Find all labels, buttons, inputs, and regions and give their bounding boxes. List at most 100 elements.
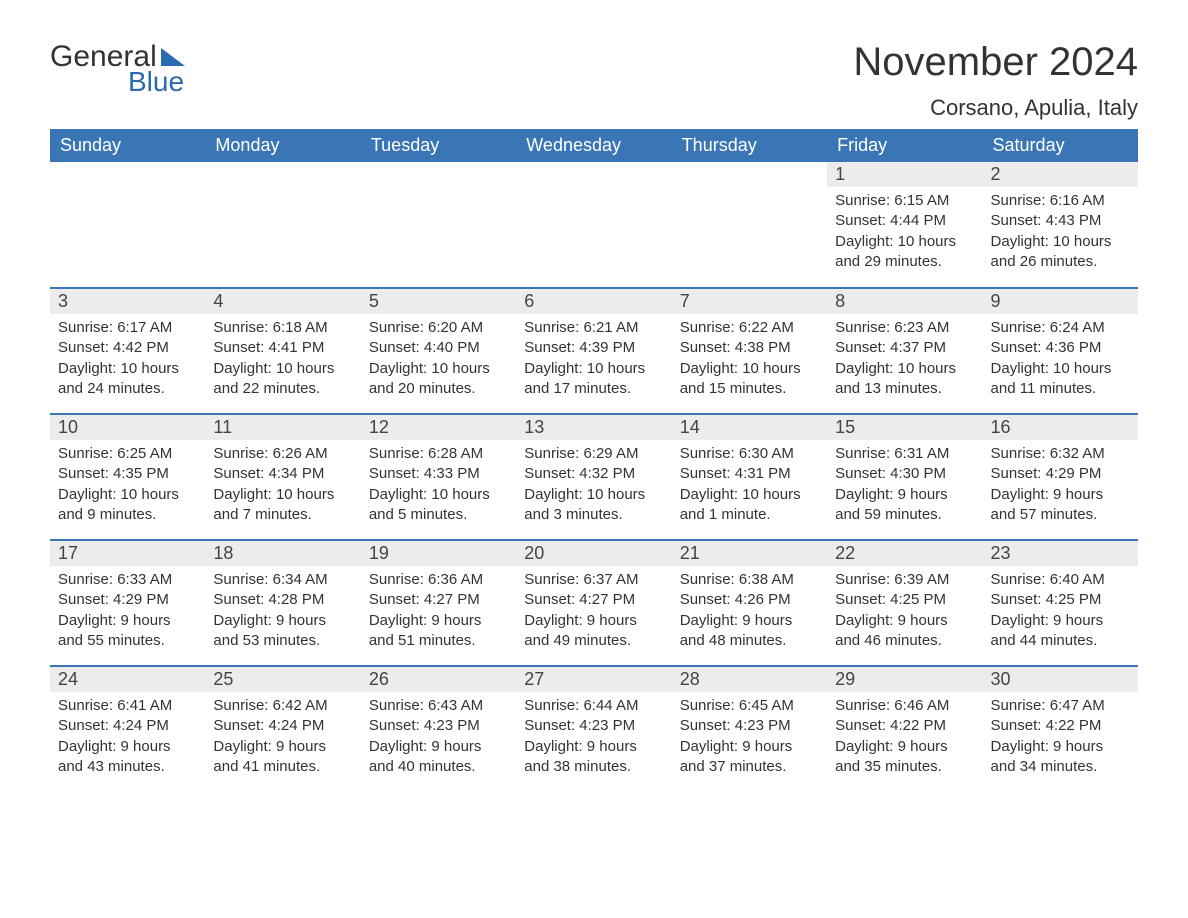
day-number: 5 [361, 289, 516, 314]
daylight-line: Daylight: 9 hours and 43 minutes. [58, 738, 171, 775]
day-details: Sunrise: 6:41 AMSunset: 4:24 PMDaylight:… [50, 692, 205, 785]
day-number: 13 [516, 415, 671, 440]
calendar-day-cell: 29Sunrise: 6:46 AMSunset: 4:22 PMDayligh… [827, 666, 982, 792]
day-details: Sunrise: 6:23 AMSunset: 4:37 PMDaylight:… [827, 314, 982, 407]
sunset-line: Sunset: 4:26 PM [680, 591, 791, 608]
daylight-line: Daylight: 9 hours and 37 minutes. [680, 738, 793, 775]
day-number: 14 [672, 415, 827, 440]
sunrise-line: Sunrise: 6:34 AM [213, 571, 327, 588]
daylight-line: Daylight: 10 hours and 5 minutes. [369, 486, 490, 523]
sunrise-line: Sunrise: 6:41 AM [58, 697, 172, 714]
day-details: Sunrise: 6:16 AMSunset: 4:43 PMDaylight:… [983, 187, 1138, 280]
sunrise-line: Sunrise: 6:20 AM [369, 319, 483, 336]
calendar-day-cell: 7Sunrise: 6:22 AMSunset: 4:38 PMDaylight… [672, 288, 827, 414]
calendar-week-row: 17Sunrise: 6:33 AMSunset: 4:29 PMDayligh… [50, 540, 1138, 666]
sunrise-line: Sunrise: 6:16 AM [991, 192, 1105, 209]
sunrise-line: Sunrise: 6:33 AM [58, 571, 172, 588]
sunrise-line: Sunrise: 6:43 AM [369, 697, 483, 714]
day-details: Sunrise: 6:45 AMSunset: 4:23 PMDaylight:… [672, 692, 827, 785]
calendar-day-cell: 22Sunrise: 6:39 AMSunset: 4:25 PMDayligh… [827, 540, 982, 666]
logo-triangle-icon [161, 48, 185, 66]
calendar-day-cell: 14Sunrise: 6:30 AMSunset: 4:31 PMDayligh… [672, 414, 827, 540]
day-details: Sunrise: 6:38 AM Sunset: 4:26 PM Daylight:… [672, 566, 827, 659]
calendar-day-cell: 18Sunrise: 6:34 AMSunset: 4:28 PMDayligh… [205, 540, 360, 666]
day-header: Friday [827, 129, 982, 162]
day-number: 9 [983, 289, 1138, 314]
day-details: Sunrise: 6:30 AMSunset: 4:31 PMDaylight:… [672, 440, 827, 533]
sunset-line: Sunset: 4:42 PM [58, 339, 169, 356]
calendar-week-row: 24Sunrise: 6:41 AMSunset: 4:24 PMDayligh… [50, 666, 1138, 792]
calendar-day-cell: 24Sunrise: 6:41 AMSunset: 4:24 PMDayligh… [50, 666, 205, 792]
day-number: 2 [983, 162, 1138, 187]
sunset-line: Sunset: 4:27 PM [524, 591, 635, 608]
day-number: 4 [205, 289, 360, 314]
day-details: Sunrise: 6:24 AM Sunset: 4:36 PM Daylight:… [983, 314, 1138, 407]
calendar-day-cell: 4Sunrise: 6:18 AMSunset: 4:41 PMDaylight… [205, 288, 360, 414]
day-details: Sunrise: 6:32 AMSunset: 4:29 PMDaylight:… [983, 440, 1138, 533]
sunset-line: Sunset: 4:36 PM [991, 339, 1102, 356]
calendar-day-cell: 27Sunrise: 6:44 AMSunset: 4:23 PMDayligh… [516, 666, 671, 792]
day-details: Sunrise: 6:40 AMSunset: 4:25 PMDaylight:… [983, 566, 1138, 659]
day-number: 16 [983, 415, 1138, 440]
day-details: Sunrise: 6:26 AMSunset: 4:34 PMDaylight:… [205, 440, 360, 533]
sunset-line: Sunset: 4:23 PM [524, 717, 635, 734]
daylight-line: Daylight: 9 hours and 51 minutes. [369, 612, 482, 649]
daylight-line: Daylight: 10 hours and 11 minutes. [991, 360, 1112, 397]
day-number: 27 [516, 667, 671, 692]
sunset-line: Sunset: 4:25 PM [835, 591, 946, 608]
sunset-line: Sunset: 4:37 PM [835, 339, 946, 356]
sunrise-line: Sunrise: 6:31 AM [835, 445, 949, 462]
day-header: Thursday [672, 129, 827, 162]
sunset-line: Sunset: 4:27 PM [369, 591, 480, 608]
day-number: 8 [827, 289, 982, 314]
sunset-line: Sunset: 4:31 PM [680, 465, 791, 482]
day-details: Sunrise: 6:33 AMSunset: 4:29 PMDaylight:… [50, 566, 205, 659]
sunset-line: Sunset: 4:29 PM [991, 465, 1102, 482]
daylight-line: Daylight: 9 hours and 55 minutes. [58, 612, 171, 649]
day-number: 28 [672, 667, 827, 692]
sunrise-line: Sunrise: 6:44 AM [524, 697, 638, 714]
daylight-line: Daylight: 9 hours and 57 minutes. [991, 486, 1104, 523]
day-number: 15 [827, 415, 982, 440]
day-number: 21 [672, 541, 827, 566]
day-details: Sunrise: 6:39 AMSunset: 4:25 PMDaylight:… [827, 566, 982, 659]
daylight-line: Daylight: 9 hours and 34 minutes. [991, 738, 1104, 775]
sunset-line: Sunset: 4:43 PM [991, 212, 1102, 229]
day-header: Tuesday [361, 129, 516, 162]
daylight-line: Daylight: 10 hours and 17 minutes. [524, 360, 645, 397]
sunset-line: Sunset: 4:23 PM [680, 717, 791, 734]
calendar-day-cell: 30Sunrise: 6:47 AMSunset: 4:22 PMDayligh… [983, 666, 1138, 792]
sunrise-line: Sunrise: 6:29 AM [524, 445, 638, 462]
daylight-line: Daylight: 10 hours and 7 minutes. [213, 486, 334, 523]
daylight-line: Daylight: 10 hours and 20 minutes. [369, 360, 490, 397]
sunrise-line: Sunrise: 6:17 AM [58, 319, 172, 336]
calendar-day-cell: 17Sunrise: 6:33 AMSunset: 4:29 PMDayligh… [50, 540, 205, 666]
calendar-table: Sunday Monday Tuesday Wednesday Thursday… [50, 129, 1138, 792]
sunset-line: Sunset: 4:35 PM [58, 465, 169, 482]
sunrise-line: Sunrise: 6:25 AM [58, 445, 172, 462]
calendar-day-cell [50, 162, 205, 288]
sunset-line: Sunset: 4:24 PM [213, 717, 324, 734]
day-details: Sunrise: 6:46 AMSunset: 4:22 PMDaylight:… [827, 692, 982, 785]
day-number: 10 [50, 415, 205, 440]
calendar-day-cell: 8Sunrise: 6:23 AMSunset: 4:37 PMDaylight… [827, 288, 982, 414]
day-number: 3 [50, 289, 205, 314]
day-header: Saturday [983, 129, 1138, 162]
daylight-line: Daylight: 10 hours and 13 minutes. [835, 360, 956, 397]
day-details: Sunrise: 6:17 AMSunset: 4:42 PMDaylight:… [50, 314, 205, 407]
calendar-week-row: 10 Sunrise: 6:25 AM Sunset: 4:35 PM Dayligh… [50, 414, 1138, 540]
day-details: Sunrise: 6:28 AMSunset: 4:33 PMDaylight:… [361, 440, 516, 533]
calendar-day-cell [672, 162, 827, 288]
day-details: Sunrise: 6:31 AMSunset: 4:30 PMDaylight:… [827, 440, 982, 533]
sunrise-line: Sunrise: 6:38 AM [680, 571, 794, 588]
day-number: 23 [983, 541, 1138, 566]
sunset-line: Sunset: 4:28 PM [213, 591, 324, 608]
daylight-line: Daylight: 9 hours and 48 minutes. [680, 612, 793, 649]
daylight-line: Daylight: 10 hours and 29 minutes. [835, 233, 956, 270]
day-header: Sunday [50, 129, 205, 162]
day-details: Sunrise: 6:29 AMSunset: 4:32 PMDaylight:… [516, 440, 671, 533]
sunrise-line: Sunrise: 6:26 AM [213, 445, 327, 462]
sunrise-line: Sunrise: 6:24 AM [991, 319, 1105, 336]
calendar-day-cell: 25Sunrise: 6:42 AMSunset: 4:24 PMDayligh… [205, 666, 360, 792]
sunrise-line: Sunrise: 6:22 AM [680, 319, 794, 336]
